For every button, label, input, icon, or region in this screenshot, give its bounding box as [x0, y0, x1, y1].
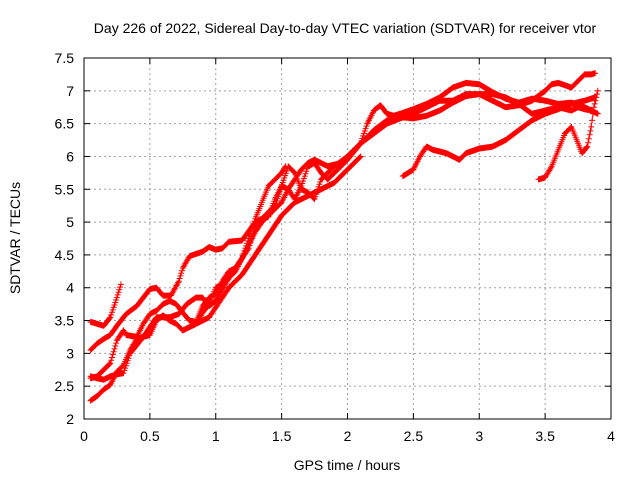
x-tick-label: 3.5	[535, 428, 555, 444]
plus-markers	[535, 87, 601, 183]
series-s5	[87, 91, 595, 404]
axis-ticks: 0 0.5 1 1.5 2 2.5 3 3.5 4 2 2.5 3 3.5 4 4.5 5 5.5 6 6.5 7 7.…	[55, 50, 616, 444]
x-tick-label: 2.5	[404, 428, 424, 444]
y-tick-label: 3.5	[55, 313, 75, 329]
x-axis-label: GPS time / hours	[294, 457, 401, 473]
series-line	[90, 72, 596, 381]
series-line	[90, 166, 287, 379]
plus-markers	[87, 281, 124, 329]
x-tick-label: 3	[475, 428, 483, 444]
y-tick-label: 7	[66, 83, 74, 99]
plus-markers	[87, 163, 289, 382]
series-s7	[399, 94, 599, 180]
plus-markers	[87, 70, 599, 383]
x-tick-label: 4	[607, 428, 615, 444]
x-tick-label: 0	[80, 428, 88, 444]
y-tick-label: 5.5	[55, 181, 75, 197]
y-tick-label: 7.5	[55, 50, 75, 66]
x-tick-label: 2	[344, 428, 352, 444]
plus-markers	[87, 79, 601, 354]
y-tick-label: 2.5	[55, 378, 75, 394]
data-series	[87, 70, 601, 404]
y-axis-label: SDTVAR / TECUs	[7, 182, 23, 294]
y-tick-label: 6.5	[55, 116, 75, 132]
series-line	[90, 93, 592, 402]
plus-markers	[87, 91, 595, 404]
series-s8	[535, 87, 601, 183]
plus-markers	[399, 94, 599, 180]
x-tick-label: 0.5	[140, 428, 160, 444]
series-s2	[87, 79, 601, 354]
series-line	[90, 82, 599, 351]
series-s3	[87, 163, 289, 382]
series-s6	[189, 153, 364, 329]
series-s1	[87, 281, 124, 329]
y-tick-label: 2	[66, 411, 74, 427]
y-tick-label: 3	[66, 345, 74, 361]
series-s4	[87, 70, 599, 383]
chart-title: Day 226 of 2022, Sidereal Day-to-day VTE…	[94, 20, 597, 36]
y-tick-label: 5	[66, 214, 74, 230]
y-tick-label: 4	[66, 280, 74, 296]
plus-markers	[189, 153, 364, 329]
x-tick-label: 1	[212, 428, 220, 444]
x-tick-label: 1.5	[272, 428, 292, 444]
y-tick-label: 4.5	[55, 247, 75, 263]
y-tick-label: 6	[66, 148, 74, 164]
